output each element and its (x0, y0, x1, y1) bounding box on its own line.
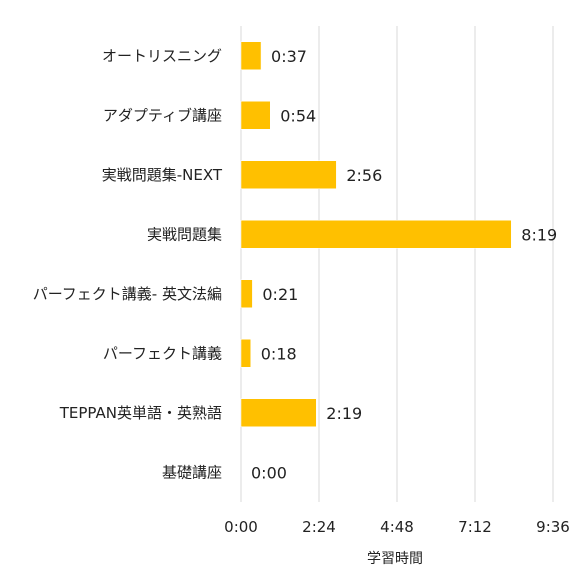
category-label: パーフェクト講義- 英文法編 (33, 285, 222, 303)
gridlines (240, 26, 554, 502)
bar (240, 41, 262, 70)
category-label: TEPPAN英単語・英熟語 (59, 404, 222, 422)
category-label: 基礎講座 (162, 463, 222, 481)
x-tick-label: 0:00 (224, 518, 258, 536)
data-label: 0:18 (261, 344, 297, 363)
data-labels: 0:37 0:54 2:56 8:19 0:21 0:18 2:19 0:00 (251, 47, 557, 483)
data-label: 2:56 (346, 166, 382, 185)
bars (240, 41, 512, 427)
data-label: 0:21 (262, 285, 298, 304)
data-label: 2:19 (326, 404, 362, 423)
x-tick-label: 2:24 (302, 518, 336, 536)
x-tick-label: 7:12 (458, 518, 492, 536)
x-tick-label: 4:48 (380, 518, 414, 536)
bar (240, 101, 271, 130)
category-label: パーフェクト講義 (103, 344, 222, 362)
x-axis-title: 学習時間 (367, 551, 423, 567)
category-label: 実戦問題集-NEXT (102, 166, 223, 184)
bar (240, 398, 317, 427)
category-label: 実戦問題集 (147, 225, 222, 243)
bar (240, 220, 512, 249)
data-label: 0:00 (251, 463, 287, 482)
bar (240, 279, 253, 308)
x-tick-labels: 0:00 2:24 4:48 7:12 9:36 (224, 518, 570, 536)
category-label: アダプティブ講座 (103, 106, 222, 124)
data-label: 0:54 (280, 106, 316, 125)
bar (240, 339, 251, 368)
x-tick-label: 9:36 (536, 518, 570, 536)
data-label: 0:37 (271, 47, 307, 66)
category-label: オートリスニング (102, 47, 222, 65)
data-label: 8:19 (521, 225, 557, 244)
bar (240, 160, 337, 189)
